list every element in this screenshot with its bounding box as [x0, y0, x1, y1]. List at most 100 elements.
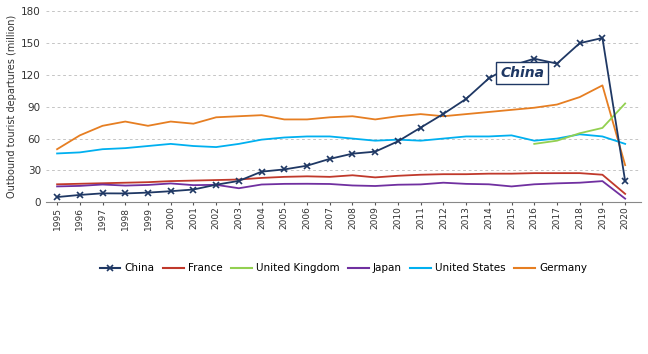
- Germany: [485, 110, 492, 114]
- China: [76, 193, 84, 197]
- France: [235, 177, 243, 182]
- United States: [530, 138, 538, 143]
- France: [621, 192, 629, 196]
- France: [258, 176, 266, 180]
- United States: [53, 151, 61, 155]
- United States: [121, 146, 129, 150]
- France: [599, 173, 607, 177]
- China: [349, 152, 356, 156]
- United States: [576, 132, 584, 136]
- France: [76, 182, 84, 186]
- Germany: [76, 133, 84, 137]
- Germany: [121, 119, 129, 124]
- United States: [235, 142, 243, 146]
- Germany: [53, 147, 61, 151]
- Japan: [621, 196, 629, 201]
- Japan: [417, 182, 424, 187]
- France: [98, 181, 106, 185]
- Japan: [76, 184, 84, 188]
- Germany: [349, 114, 356, 118]
- Line: Japan: Japan: [57, 181, 625, 199]
- United States: [76, 150, 84, 154]
- China: [303, 164, 311, 168]
- China: [507, 64, 515, 68]
- Germany: [371, 117, 379, 121]
- Germany: [235, 114, 243, 118]
- China: [553, 62, 561, 66]
- China: [417, 125, 424, 130]
- China: [485, 76, 492, 80]
- Germany: [213, 115, 220, 119]
- Japan: [507, 184, 515, 189]
- France: [417, 173, 424, 177]
- Japan: [599, 179, 607, 183]
- China: [530, 57, 538, 61]
- Germany: [621, 163, 629, 167]
- China: [235, 179, 243, 183]
- United States: [462, 134, 470, 138]
- Germany: [507, 108, 515, 112]
- France: [53, 182, 61, 187]
- Germany: [144, 124, 152, 128]
- Japan: [281, 182, 288, 186]
- China: [281, 167, 288, 172]
- China: [144, 190, 152, 195]
- France: [326, 175, 334, 179]
- Japan: [439, 181, 447, 185]
- Germany: [576, 95, 584, 99]
- Japan: [53, 184, 61, 189]
- Japan: [349, 183, 356, 188]
- Japan: [394, 183, 402, 187]
- Line: China: China: [54, 35, 628, 200]
- Japan: [485, 182, 492, 187]
- Japan: [235, 186, 243, 190]
- France: [144, 180, 152, 184]
- Germany: [599, 83, 607, 87]
- Line: United States: United States: [57, 134, 625, 153]
- Japan: [326, 182, 334, 186]
- Germany: [281, 117, 288, 121]
- Germany: [189, 121, 197, 126]
- Germany: [303, 117, 311, 121]
- France: [349, 173, 356, 177]
- France: [462, 172, 470, 176]
- France: [213, 178, 220, 182]
- United States: [599, 134, 607, 138]
- Japan: [553, 181, 561, 185]
- United Kingdom: [576, 131, 584, 135]
- Japan: [371, 184, 379, 188]
- China: [121, 191, 129, 195]
- Germany: [553, 102, 561, 107]
- France: [507, 172, 515, 176]
- France: [371, 175, 379, 179]
- United States: [189, 144, 197, 148]
- France: [281, 175, 288, 179]
- United States: [621, 142, 629, 146]
- China: [371, 149, 379, 154]
- France: [121, 181, 129, 185]
- Japan: [98, 182, 106, 187]
- Text: China: China: [500, 66, 544, 80]
- China: [258, 170, 266, 174]
- France: [553, 171, 561, 175]
- France: [439, 172, 447, 176]
- France: [303, 174, 311, 178]
- France: [189, 178, 197, 183]
- Japan: [189, 183, 197, 187]
- France: [394, 174, 402, 178]
- Japan: [303, 182, 311, 186]
- Germany: [326, 115, 334, 119]
- Japan: [576, 181, 584, 185]
- China: [439, 112, 447, 116]
- Legend: China, France, United Kingdom, Japan, United States, Germany: China, France, United Kingdom, Japan, Un…: [95, 259, 592, 278]
- United States: [349, 136, 356, 141]
- Japan: [258, 182, 266, 187]
- Japan: [121, 183, 129, 188]
- China: [462, 97, 470, 101]
- China: [167, 189, 174, 193]
- United States: [439, 136, 447, 141]
- Line: Germany: Germany: [57, 85, 625, 165]
- China: [189, 187, 197, 192]
- Japan: [462, 182, 470, 186]
- Japan: [167, 181, 174, 185]
